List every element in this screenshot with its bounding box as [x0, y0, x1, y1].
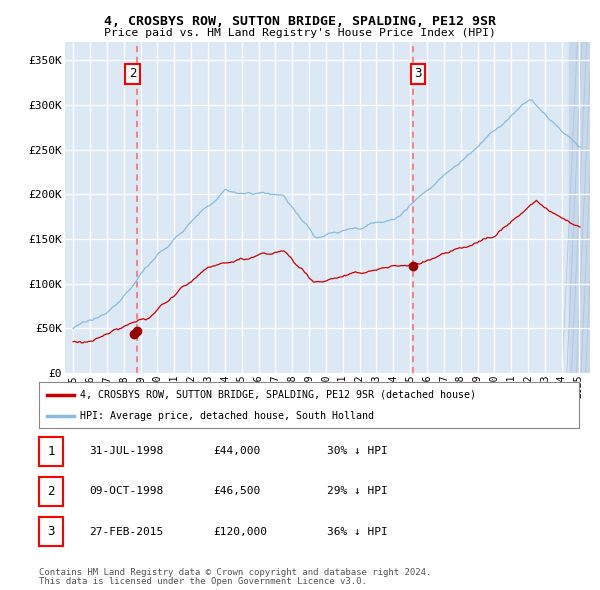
Text: 29% ↓ HPI: 29% ↓ HPI: [327, 487, 388, 496]
Text: 30% ↓ HPI: 30% ↓ HPI: [327, 447, 388, 456]
Text: This data is licensed under the Open Government Licence v3.0.: This data is licensed under the Open Gov…: [39, 577, 367, 586]
Text: Price paid vs. HM Land Registry's House Price Index (HPI): Price paid vs. HM Land Registry's House …: [104, 28, 496, 38]
Text: 1: 1: [47, 445, 55, 458]
Text: 3: 3: [414, 67, 422, 80]
Text: Contains HM Land Registry data © Crown copyright and database right 2024.: Contains HM Land Registry data © Crown c…: [39, 568, 431, 576]
Text: 4, CROSBYS ROW, SUTTON BRIDGE, SPALDING, PE12 9SR (detached house): 4, CROSBYS ROW, SUTTON BRIDGE, SPALDING,…: [79, 389, 476, 399]
Text: 27-FEB-2015: 27-FEB-2015: [89, 527, 163, 536]
Text: 09-OCT-1998: 09-OCT-1998: [89, 487, 163, 496]
Text: 31-JUL-1998: 31-JUL-1998: [89, 447, 163, 456]
Text: 2: 2: [47, 485, 55, 498]
Text: 36% ↓ HPI: 36% ↓ HPI: [327, 527, 388, 536]
Text: 2: 2: [129, 67, 136, 80]
Text: £120,000: £120,000: [213, 527, 267, 536]
Text: 4, CROSBYS ROW, SUTTON BRIDGE, SPALDING, PE12 9SR: 4, CROSBYS ROW, SUTTON BRIDGE, SPALDING,…: [104, 15, 496, 28]
Text: 3: 3: [47, 525, 55, 538]
Text: £46,500: £46,500: [213, 487, 260, 496]
Text: HPI: Average price, detached house, South Holland: HPI: Average price, detached house, Sout…: [79, 411, 373, 421]
Text: £44,000: £44,000: [213, 447, 260, 456]
Bar: [569, 42, 590, 373]
